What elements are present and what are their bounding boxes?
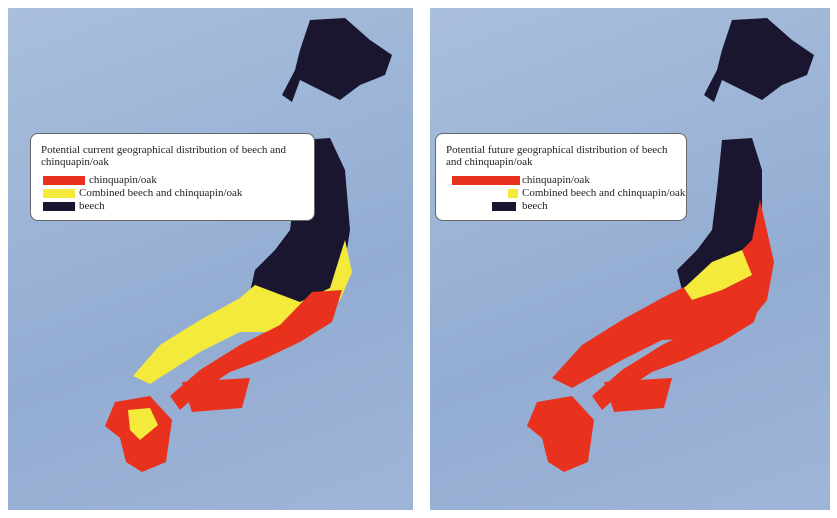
shikoku bbox=[182, 378, 250, 412]
hokkaido bbox=[282, 18, 392, 102]
legend: Potential future geographical distributi… bbox=[435, 133, 687, 221]
legend-swatch bbox=[508, 189, 518, 198]
legend-swatch bbox=[452, 176, 520, 185]
central-band bbox=[133, 240, 352, 384]
kyushu bbox=[527, 396, 594, 472]
kyushu-inner bbox=[128, 408, 158, 440]
map-panel: Potential future geographical distributi… bbox=[430, 8, 830, 510]
map bbox=[105, 18, 392, 472]
shikoku bbox=[604, 378, 672, 412]
map bbox=[527, 18, 814, 472]
south-honshu bbox=[592, 290, 764, 410]
legend-label: beech bbox=[522, 200, 548, 212]
south-honshu bbox=[170, 290, 342, 410]
legend-swatch bbox=[43, 189, 75, 198]
yellow-patch bbox=[684, 250, 752, 300]
legend-label: beech bbox=[79, 200, 105, 212]
map-panel: Potential current geographical distribut… bbox=[8, 8, 413, 510]
legend-label: chinquapin/oak bbox=[522, 174, 590, 186]
legend-title: Potential future geographical distributi… bbox=[446, 144, 668, 168]
legend-label: Combined beech and chinquapin/oak bbox=[79, 187, 243, 199]
hokkaido bbox=[704, 18, 814, 102]
legend: Potential current geographical distribut… bbox=[30, 133, 315, 221]
legend-swatch bbox=[43, 202, 75, 211]
legend-label: Combined beech and chinquapin/oak bbox=[522, 187, 686, 199]
legend-title: Potential current geographical distribut… bbox=[41, 144, 286, 168]
legend-label: chinquapin/oak bbox=[89, 174, 157, 186]
legend-swatch bbox=[43, 176, 85, 185]
legend-swatch bbox=[492, 202, 516, 211]
central-band bbox=[552, 200, 774, 388]
